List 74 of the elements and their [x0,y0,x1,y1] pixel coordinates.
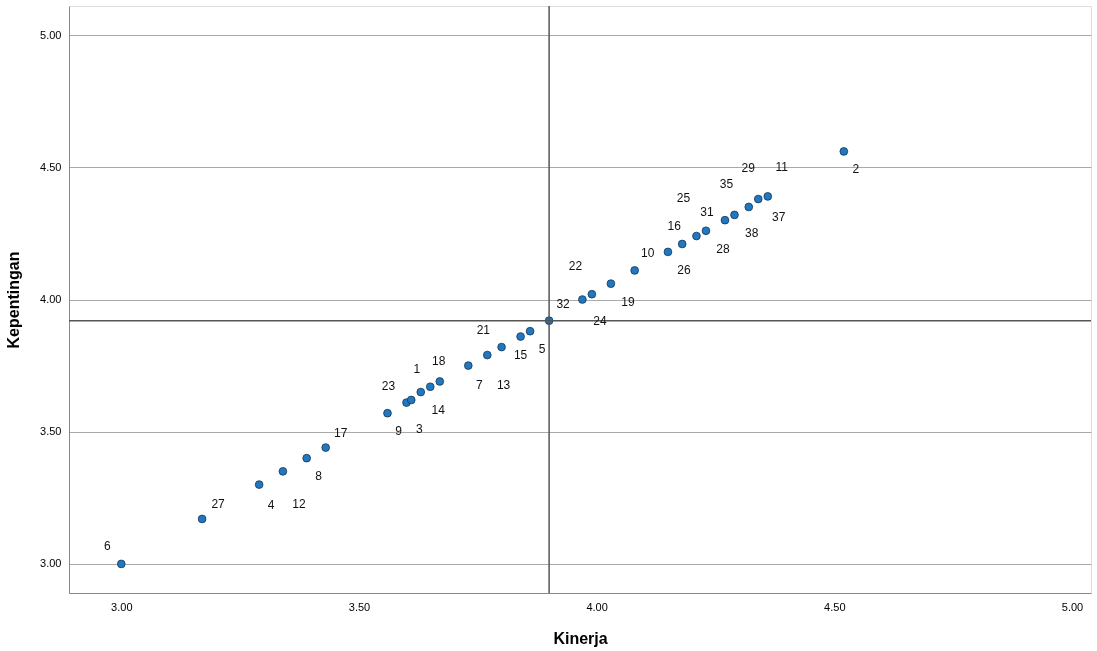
point [302,453,311,463]
point [701,226,711,236]
point [516,332,525,341]
annotation: 9 [395,424,403,439]
y-tick-label: 3.50 [40,425,62,438]
annotation: 38 [745,225,759,240]
point [663,247,673,257]
y-tick-label: 4.00 [40,293,62,305]
annotation: 1 [413,362,421,377]
point [525,326,535,336]
point [435,377,445,386]
annotation: 5 [538,342,546,357]
point [839,147,849,156]
point [425,382,435,392]
point [730,210,739,220]
annotation: 3 [415,421,423,436]
annotation: 29 [741,161,756,176]
point [630,266,639,275]
annotation: 18 [432,354,446,369]
annotation: 11 [775,160,789,175]
x-axis-title: Kinerja [553,629,608,647]
y-tick-label: 4.50 [40,160,62,173]
x-tick-label: 4.50 [824,600,846,613]
annotation: 15 [513,347,528,362]
y-tick-label: 5.00 [40,28,62,41]
point [763,192,773,201]
point [383,408,392,418]
annotation: 2 [852,162,860,177]
annotation: 35 [719,176,734,191]
point [197,514,207,524]
annotation: 22 [568,258,583,273]
point [753,194,763,204]
point [416,387,426,397]
annotation: 16 [667,218,682,233]
annotation: 32 [556,296,571,311]
y-axis-title: Kepentingan [5,251,23,349]
annotation: 13 [496,378,511,393]
annotation: 31 [700,205,714,220]
point [464,361,473,370]
point [720,215,730,225]
annotation: 19 [621,294,635,309]
annotation: 10 [640,246,655,261]
annotation: 23 [381,378,396,393]
point [744,202,754,212]
x-tick-label: 4.00 [586,600,608,613]
annotation: 4 [267,497,275,512]
annotation: 27 [211,496,226,511]
annotation: 37 [772,210,786,225]
point [606,279,616,288]
point [587,289,597,299]
point [692,231,701,241]
point [677,239,687,249]
annotation: 25 [676,191,691,206]
point [406,395,416,405]
point [254,480,264,489]
annotation: 26 [677,262,691,277]
point [321,443,330,452]
point [578,295,587,304]
annotation: 8 [315,469,323,484]
y-tick-label: 3.00 [40,557,62,570]
point [497,342,506,352]
annotation: 6 [103,538,111,553]
x-tick-label: 5.00 [1061,600,1084,613]
annotation: 14 [431,402,446,417]
x-tick-label: 3.50 [348,600,371,613]
annotation: 7 [475,377,483,392]
annotation: 21 [476,323,491,338]
annotation: 12 [292,497,306,512]
x-tick-label: 3.00 [111,600,133,613]
point [117,559,126,569]
point [278,467,288,476]
point [483,350,492,360]
annotation: 28 [716,241,730,256]
annotation: 17 [334,425,348,440]
